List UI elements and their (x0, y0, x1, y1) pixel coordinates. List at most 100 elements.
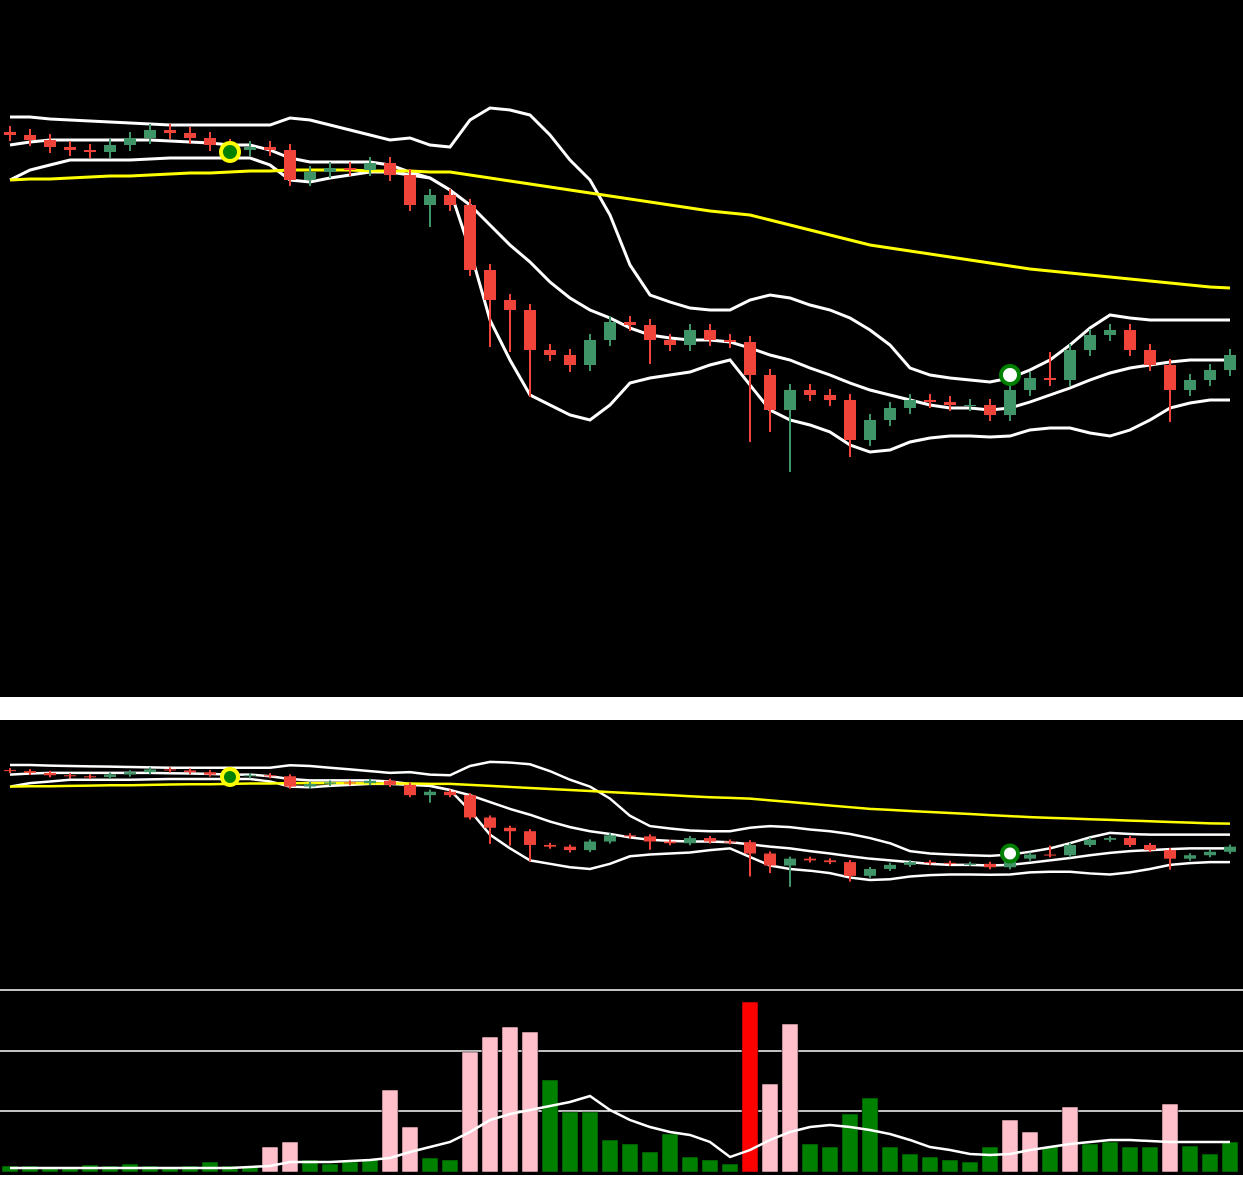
volume-bar (421, 1157, 439, 1173)
candle-body (1004, 390, 1016, 415)
candle-body (1024, 854, 1036, 859)
candle-body (504, 300, 516, 310)
volume-bar (561, 1111, 579, 1173)
candle-body (1204, 370, 1216, 380)
volume-bar (881, 1146, 899, 1173)
volume-bar (1001, 1119, 1019, 1173)
bottom-strip (0, 1175, 1243, 1183)
candle-body (1144, 844, 1156, 851)
candle-body (144, 130, 156, 138)
candle-body (1124, 330, 1136, 350)
candle-body (1184, 380, 1196, 390)
candle-body (864, 868, 876, 876)
volume-bar (461, 1051, 479, 1173)
candle-body (884, 864, 896, 869)
candle-body (1184, 855, 1196, 859)
candle-body (624, 322, 636, 325)
candle-body (4, 132, 16, 135)
candle-body (204, 772, 216, 775)
candle-body (324, 782, 336, 784)
candle-body (364, 780, 376, 784)
candle-body (1044, 378, 1056, 380)
candle-body (364, 163, 376, 170)
candle-body (244, 147, 256, 150)
volume-bar (1041, 1146, 1059, 1173)
candle-body (264, 147, 276, 150)
candle-body (104, 774, 116, 777)
candle-body (164, 769, 176, 771)
candle-body (344, 168, 356, 170)
candle-body (764, 853, 776, 866)
volume-bar (1121, 1146, 1139, 1173)
volume-bar (501, 1026, 519, 1173)
volume-bar (801, 1143, 819, 1173)
candle-body (524, 310, 536, 350)
volume-bar (1141, 1146, 1159, 1173)
candle-body (204, 138, 216, 145)
candle-body (824, 860, 836, 863)
candle-body (604, 322, 616, 340)
volume-bar (701, 1159, 719, 1173)
candle-body (64, 147, 76, 150)
candle-body (824, 395, 836, 400)
candle-body (84, 776, 96, 778)
candle-body (984, 405, 996, 415)
candle-body (684, 330, 696, 345)
overview-panel (0, 720, 1243, 985)
candle-body (444, 791, 456, 796)
candle-body (644, 836, 656, 842)
candle-body (424, 195, 436, 205)
signal-marker (220, 766, 240, 787)
candle-body (1024, 378, 1036, 390)
volume-bar (541, 1079, 559, 1173)
candle-body (864, 420, 876, 440)
volume-bar (1061, 1106, 1079, 1173)
volume-bar (761, 1083, 779, 1173)
candle-body (544, 844, 556, 847)
candle-body (744, 342, 756, 375)
volume-bar (1221, 1141, 1239, 1173)
candle-body (324, 168, 336, 172)
candle-body (304, 783, 316, 787)
candle-body (144, 769, 156, 773)
candle-body (784, 390, 796, 410)
volume-bar (741, 1001, 759, 1173)
volume-bar (381, 1089, 399, 1173)
candle-body (484, 270, 496, 300)
candle-body (604, 835, 616, 842)
candle-body (704, 330, 716, 340)
main-panel (0, 0, 1243, 697)
candle-body (564, 355, 576, 365)
candle-body (44, 140, 56, 147)
candle-body (1104, 838, 1116, 840)
candle-body (984, 863, 996, 868)
volume-bar (521, 1031, 539, 1173)
candle-body (404, 175, 416, 205)
candle-body (24, 771, 36, 773)
volume-bar (841, 1113, 859, 1173)
volume-bar (721, 1163, 739, 1173)
candle-body (744, 842, 756, 854)
candle-body (1084, 839, 1096, 845)
candle-body (924, 862, 936, 864)
candle-body (564, 846, 576, 851)
candle-body (944, 402, 956, 405)
candle-body (524, 831, 536, 845)
candle-body (184, 770, 196, 773)
candle-body (684, 838, 696, 844)
overlay-line (9, 156, 1230, 454)
candle-body (544, 350, 556, 355)
candle-body (64, 775, 76, 777)
candle-body (1144, 350, 1156, 365)
candle-body (724, 841, 736, 843)
volume-bar (441, 1159, 459, 1173)
candle-body (784, 858, 796, 866)
candle-body (504, 827, 516, 832)
candle-body (644, 325, 656, 340)
candle-body (844, 400, 856, 440)
volume-bar (641, 1151, 659, 1173)
candle-body (1064, 844, 1076, 856)
volume-bar (981, 1146, 999, 1173)
volume-bar (941, 1159, 959, 1173)
